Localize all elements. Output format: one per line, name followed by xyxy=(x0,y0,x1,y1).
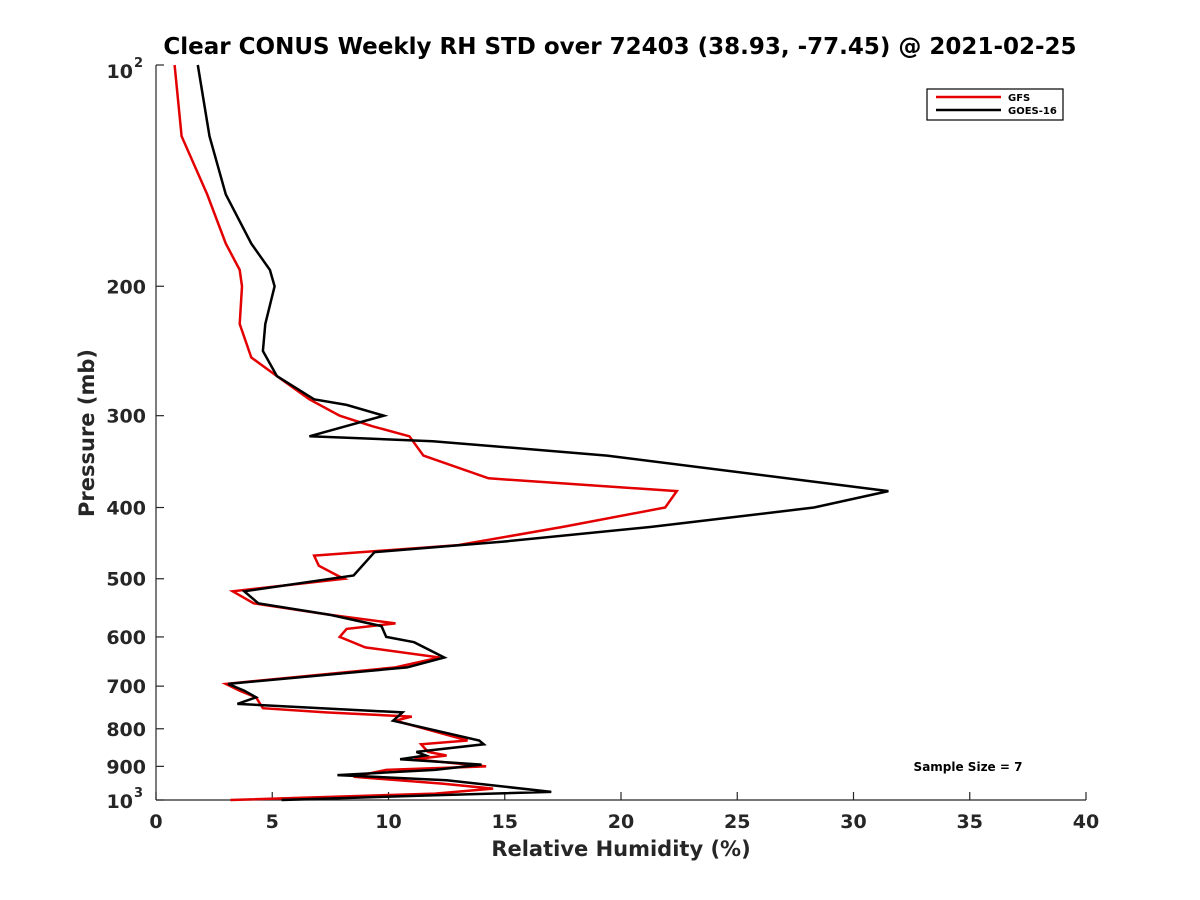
y-bottom-label-base: 10 xyxy=(107,791,133,813)
x-tick-label: 40 xyxy=(1073,811,1099,833)
y-tick-label: 200 xyxy=(106,276,146,298)
y-tick-label: 500 xyxy=(106,569,146,591)
sample-size-annotation: Sample Size = 7 xyxy=(914,760,1023,774)
legend-label-gfs: GFS xyxy=(1008,93,1030,104)
y-axis-label: Pressure (mb) xyxy=(75,349,99,517)
series-line-goes16 xyxy=(198,65,889,800)
y-top-label: 10 2 xyxy=(107,56,144,83)
y-bottom-label-exp: 3 xyxy=(134,786,143,801)
y-ticks: 200 300 400 500 600 700 800 900 xyxy=(106,65,164,800)
x-axis-label: Relative Humidity (%) xyxy=(491,837,750,861)
legend: GFS GOES-16 xyxy=(927,89,1063,120)
x-tick-label: 30 xyxy=(840,811,866,833)
y-tick-label: 900 xyxy=(106,756,146,778)
plot-area: 0 5 10 15 20 25 30 35 40 200 300 400 500 600 700 800 90… xyxy=(106,65,1099,833)
y-top-label-exp: 2 xyxy=(134,56,143,71)
chart-canvas: Clear CONUS Weekly RH STD over 72403 (38… xyxy=(0,0,1200,900)
chart-title: Clear CONUS Weekly RH STD over 72403 (38… xyxy=(163,34,1076,60)
y-bottom-label: 10 3 xyxy=(107,786,144,813)
x-tick-label: 10 xyxy=(375,811,401,833)
x-tick-label: 0 xyxy=(149,811,162,833)
x-tick-label: 5 xyxy=(266,811,279,833)
x-tick-label: 20 xyxy=(608,811,634,833)
legend-label-goes16: GOES-16 xyxy=(1008,106,1057,117)
y-tick-label: 300 xyxy=(106,406,146,428)
x-tick-label: 25 xyxy=(724,811,750,833)
y-tick-label: 600 xyxy=(106,627,146,649)
series-group xyxy=(175,65,889,800)
y-tick-label: 800 xyxy=(106,719,146,741)
y-tick-label: 700 xyxy=(106,676,146,698)
x-tick-label: 15 xyxy=(492,811,518,833)
y-tick-label: 400 xyxy=(106,498,146,520)
x-tick-label: 35 xyxy=(957,811,983,833)
series-line-gfs xyxy=(175,65,677,800)
y-top-label-base: 10 xyxy=(107,61,133,83)
